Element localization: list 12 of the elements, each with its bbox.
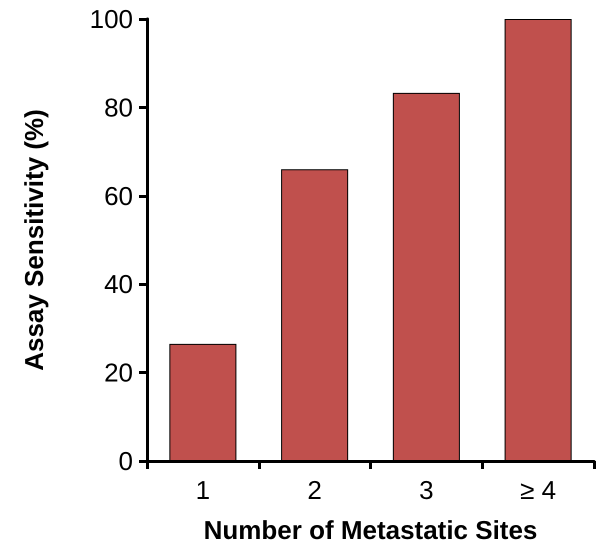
- y-axis-title: Assay Sensitivity (%): [19, 109, 49, 371]
- x-axis-title: Number of Metastatic Sites: [204, 515, 538, 545]
- x-tick-label: ≥ 4: [520, 475, 556, 505]
- y-tick-label: 100: [90, 4, 133, 34]
- y-tick-label: 40: [104, 269, 133, 300]
- y-tick-label: 80: [104, 92, 133, 122]
- y-tick-label: 0: [118, 446, 133, 476]
- y-tick-label: 60: [104, 180, 133, 211]
- x-tick-label: 3: [419, 475, 434, 505]
- x-tick-label: 1: [196, 475, 210, 505]
- x-tick-label: 2: [307, 475, 322, 505]
- y-tick-label: 20: [104, 358, 133, 388]
